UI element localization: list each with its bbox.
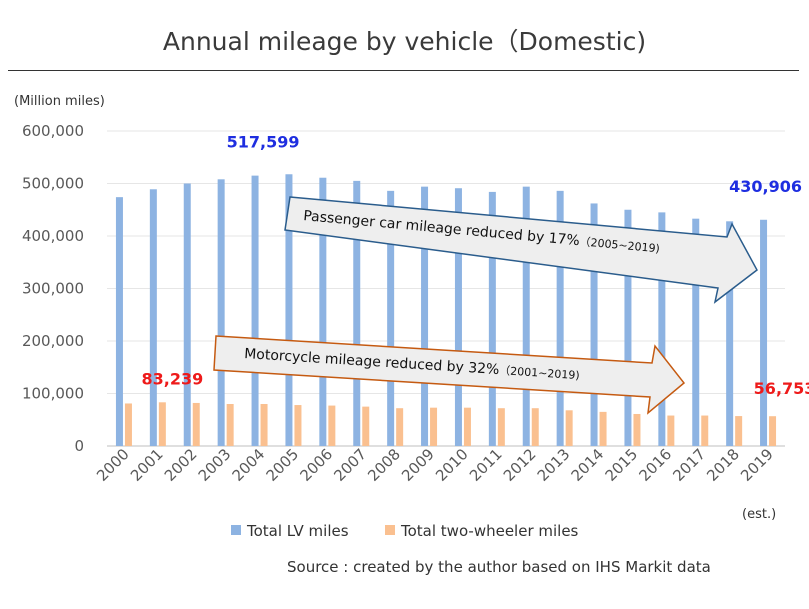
bar-two-wheeler-miles <box>769 416 777 446</box>
x-tick-label: 2018 <box>703 445 743 485</box>
bar-two-wheeler-miles <box>667 415 675 446</box>
bar-two-wheeler-miles <box>531 408 539 446</box>
bar-two-wheeler-miles <box>192 402 200 446</box>
estimate-note: (est.) <box>742 507 776 522</box>
bar-lv-miles <box>387 190 395 446</box>
bar-two-wheeler-miles <box>158 402 166 446</box>
motorcycle-arrow: Motorcycle mileage reduced by 32%（2001~2… <box>213 335 686 415</box>
legend: Total LV miles Total two-wheeler miles <box>231 522 579 540</box>
x-tick-label: 2012 <box>500 445 540 485</box>
bar-lv-miles <box>692 218 700 446</box>
data-label: 56,753 <box>754 379 809 398</box>
y-tick-label: 400,000 <box>22 227 84 245</box>
x-tick-label: 2004 <box>229 445 269 485</box>
data-label: 83,239 <box>141 369 203 388</box>
x-tick-label: 2011 <box>466 445 506 485</box>
bar-two-wheeler-miles <box>565 410 573 446</box>
chart-title: Annual mileage by vehicle（Domestic) <box>162 27 647 56</box>
x-tick-label: 2007 <box>330 445 370 485</box>
x-tick-label: 2008 <box>364 445 404 485</box>
bar-lv-miles <box>319 177 327 446</box>
bar-lv-miles <box>624 209 632 446</box>
bar-two-wheeler-miles <box>396 408 404 446</box>
bar-lv-miles <box>454 188 462 446</box>
bar-two-wheeler-miles <box>599 411 607 446</box>
unit-label: (Million miles) <box>14 94 105 109</box>
data-label: 430,906 <box>729 177 802 196</box>
legend-label-lv: Total LV miles <box>246 522 349 540</box>
bar-lv-miles <box>149 189 157 446</box>
bar-lv-miles <box>217 179 225 447</box>
y-axis-ticks: 0 100,000 200,000 300,000 400,000 500,000 600,… <box>22 122 84 455</box>
bar-two-wheeler-miles <box>124 403 132 446</box>
x-tick-label: 2015 <box>602 445 642 485</box>
y-tick-label: 500,000 <box>22 175 84 193</box>
bar-lv-miles <box>421 186 429 446</box>
x-tick-label: 2013 <box>534 445 574 485</box>
x-tick-label: 2006 <box>296 445 336 485</box>
x-tick-label: 2005 <box>263 445 303 485</box>
y-tick-label: 200,000 <box>22 332 84 350</box>
title-divider <box>8 70 799 71</box>
bar-lv-miles <box>251 175 259 446</box>
bar-two-wheeler-miles <box>497 408 505 446</box>
y-tick-label: 600,000 <box>22 122 84 140</box>
bar-two-wheeler-miles <box>735 416 743 446</box>
x-tick-label: 2009 <box>398 445 438 485</box>
bar-two-wheeler-miles <box>463 407 471 446</box>
bar-two-wheeler-miles <box>226 404 234 446</box>
bar-two-wheeler-miles <box>294 405 302 446</box>
bar-lv-miles <box>285 174 293 446</box>
x-tick-label: 2019 <box>737 445 777 485</box>
bar-lv-miles <box>556 190 564 446</box>
bar-lv-miles <box>115 197 123 446</box>
bar-lv-miles <box>726 221 734 446</box>
data-label: 517,599 <box>227 133 300 152</box>
legend-label-two-wheeler: Total two-wheeler miles <box>400 522 579 540</box>
x-axis-ticks: 2000200120022003200420052006200720082009… <box>93 445 777 485</box>
bar-lv-miles <box>658 212 666 446</box>
bar-lv-miles <box>760 219 768 446</box>
legend-swatch-two-wheeler <box>385 525 395 535</box>
x-tick-label: 2003 <box>195 445 235 485</box>
legend-swatch-lv <box>231 525 241 535</box>
bar-lv-miles <box>353 180 361 446</box>
y-tick-label: 300,000 <box>22 280 84 298</box>
bar-lv-miles <box>488 191 496 446</box>
gridlines <box>107 130 785 447</box>
bar-lv-miles <box>590 203 598 446</box>
x-tick-label: 2014 <box>568 445 608 485</box>
bar-two-wheeler-miles <box>362 406 370 446</box>
bar-two-wheeler-miles <box>633 413 641 446</box>
bars <box>115 174 777 447</box>
bar-lv-miles <box>522 186 530 446</box>
x-tick-label: 2017 <box>669 445 709 485</box>
y-tick-label: 0 <box>74 437 84 455</box>
x-tick-label: 2001 <box>127 445 167 485</box>
bar-two-wheeler-miles <box>328 405 336 446</box>
bar-two-wheeler-miles <box>701 415 709 446</box>
data-labels: 517,599 430,906 83,239 56,753 <box>141 133 809 399</box>
x-tick-label: 2016 <box>635 445 675 485</box>
bar-lv-miles <box>183 183 191 446</box>
x-tick-label: 2002 <box>161 445 201 485</box>
source-note: Source : created by the author based on … <box>287 558 711 576</box>
bar-two-wheeler-miles <box>260 404 268 446</box>
y-tick-label: 100,000 <box>22 385 84 403</box>
x-tick-label: 2000 <box>93 445 133 485</box>
x-tick-label: 2010 <box>432 445 472 485</box>
bar-two-wheeler-miles <box>430 407 438 446</box>
